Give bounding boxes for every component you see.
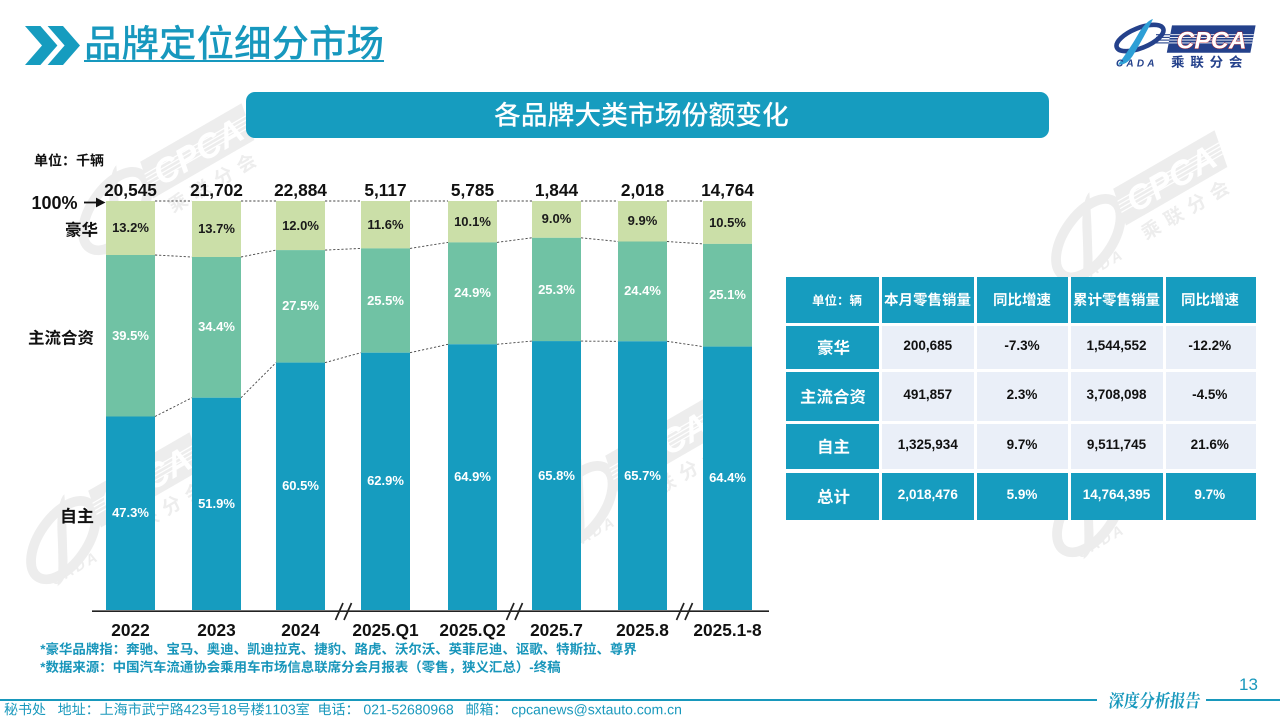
svg-text:CADA: CADA bbox=[1116, 59, 1158, 70]
svg-text:CPCA: CPCA bbox=[1177, 27, 1247, 54]
